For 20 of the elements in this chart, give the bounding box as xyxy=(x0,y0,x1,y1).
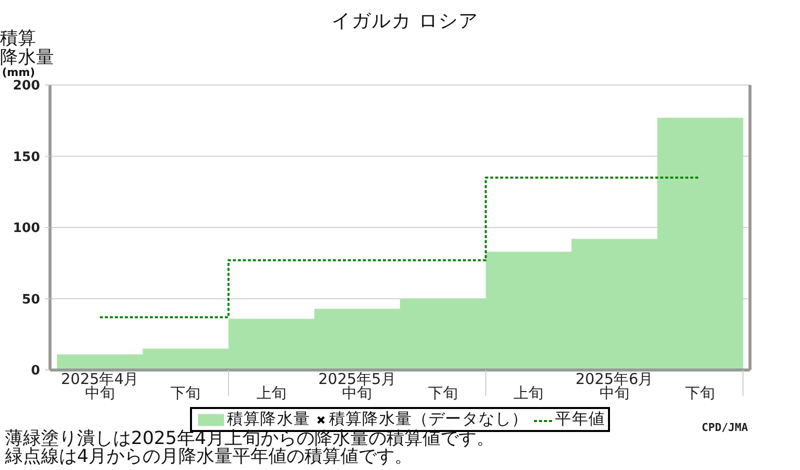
chart-title: イガルカ ロシア xyxy=(331,10,479,32)
y-tick-label: 0 xyxy=(30,364,40,379)
y-axis-title: 積算降水量(mm) xyxy=(0,28,54,79)
x-tick-label: 下旬 xyxy=(685,384,716,402)
text: CPD/JMA xyxy=(702,421,748,434)
y-tick-label: 150 xyxy=(12,150,40,165)
x-tick-label: 上旬 xyxy=(256,384,286,402)
legend-label: 積算降水量（データなし） xyxy=(328,409,528,429)
y-tick-label: 100 xyxy=(12,221,40,236)
x-tick-label: 2025年5月中旬 xyxy=(318,370,396,402)
legend-label: 積算降水量 xyxy=(226,409,310,429)
text: 緑点線は4月からの月降水量平年値の積算値です。 xyxy=(5,446,412,467)
x-tick-label: 上旬 xyxy=(514,384,544,402)
legend-label: 平年値 xyxy=(555,409,606,430)
x-tick-label: 下旬 xyxy=(428,384,458,402)
y-tick-label: 50 xyxy=(22,292,40,308)
x-tick-label: 2025年4月中旬 xyxy=(61,370,139,402)
x-tick-label: 2025年6月中旬 xyxy=(576,370,654,402)
x-tick-label: 下旬 xyxy=(170,384,201,402)
y-tick-label: 200 xyxy=(12,78,40,94)
